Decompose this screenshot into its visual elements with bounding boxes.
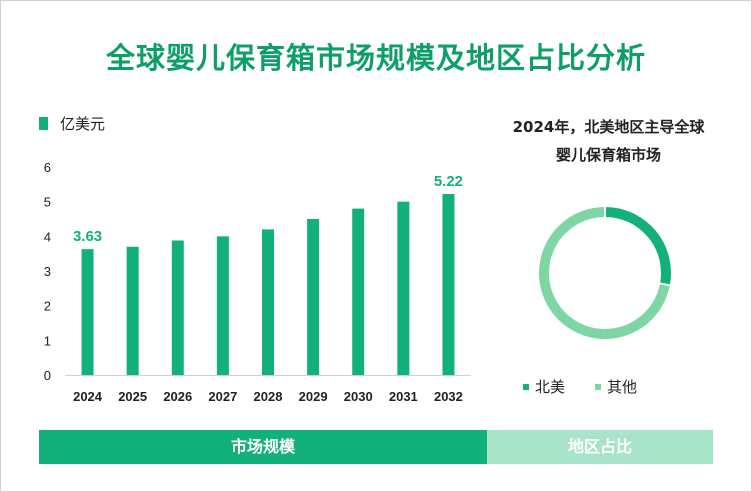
bar-legend: 亿美元 xyxy=(39,113,105,134)
bar-2027 xyxy=(216,236,229,375)
data-label-2032: 5.22 xyxy=(434,173,463,190)
bar-2026 xyxy=(171,240,184,375)
pie-legend-swatch xyxy=(595,383,602,390)
data-label-2024: 3.63 xyxy=(73,228,102,245)
pie-legend-label: 北美 xyxy=(535,378,566,396)
donut-slice-1 xyxy=(537,204,672,341)
pie-title-line2: 婴儿保育箱市场 xyxy=(555,146,661,164)
x-tick-label: 2028 xyxy=(254,389,283,404)
footer-region-share: 地区占比 xyxy=(487,430,713,464)
y-tick-label: 4 xyxy=(44,229,51,244)
x-tick-label: 2032 xyxy=(434,389,463,404)
pie-legend: 北美 其他 xyxy=(523,376,667,397)
y-tick-label: 6 xyxy=(44,160,51,175)
y-tick-label: 0 xyxy=(44,368,51,383)
bar-2028 xyxy=(262,229,274,375)
x-tick-label: 2031 xyxy=(389,389,418,404)
pie-legend-item: 北美 xyxy=(523,376,565,397)
pie-legend-swatch xyxy=(523,383,529,390)
page-title: 全球婴儿保育箱市场规模及地区占比分析 xyxy=(105,41,646,75)
pie-legend-item: 其他 xyxy=(595,376,637,397)
bar-2030 xyxy=(352,208,365,375)
x-tick-label: 2030 xyxy=(344,389,373,404)
y-tick-label: 1 xyxy=(44,333,51,348)
footer-market-size: 市场规模 xyxy=(39,430,487,464)
x-tick-label: 2024 xyxy=(73,389,103,404)
bar-2024 xyxy=(81,249,94,375)
y-tick-label: 5 xyxy=(44,195,51,210)
bar-2025 xyxy=(126,246,139,375)
x-tick-label: 2027 xyxy=(208,389,237,404)
bar-legend-label: 亿美元 xyxy=(60,115,106,133)
x-tick-label: 2026 xyxy=(163,389,192,404)
bar-2032 xyxy=(442,194,455,375)
pie-legend-label: 其他 xyxy=(607,378,638,396)
x-tick-label: 2025 xyxy=(118,389,147,404)
pie-title-line1: 2024年，北美地区主导全球 xyxy=(512,118,705,136)
y-tick-label: 3 xyxy=(44,264,51,279)
bar-2031 xyxy=(397,201,410,375)
bar-2029 xyxy=(307,219,320,375)
y-tick-label: 2 xyxy=(44,299,51,314)
bar-legend-swatch xyxy=(39,117,48,130)
x-tick-label: 2029 xyxy=(299,389,328,404)
donut-slice-0 xyxy=(604,204,673,287)
pie-title: 2024年，北美地区主导全球 婴儿保育箱市场 xyxy=(481,113,736,169)
